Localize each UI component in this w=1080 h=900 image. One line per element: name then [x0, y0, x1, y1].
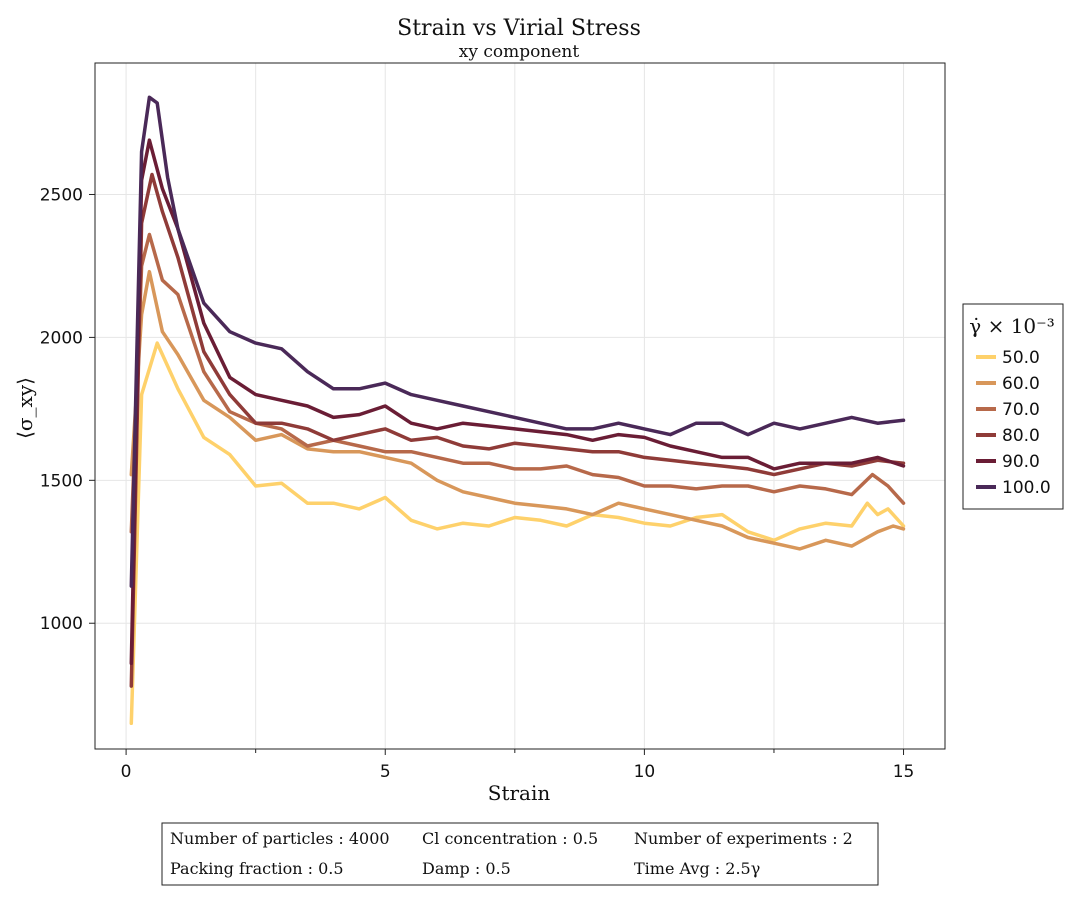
info-box-frame [161, 822, 879, 886]
series-line-60-0 [129, 269, 906, 551]
series-line-50-0 [129, 341, 906, 726]
legend: γ̇ × 10⁻³ 50.0 60.0 70.0 80.0 90.0 100.0 [962, 303, 1064, 510]
y-tick-label: 2500 [40, 185, 83, 205]
info-damp: Damp : 0.5 [422, 859, 511, 878]
axis-ticks: 0 5 10 15 1000 1500 2000 2500 [40, 185, 915, 782]
plot-border [94, 62, 946, 750]
y-tick-label: 1500 [40, 471, 83, 491]
legend-label: 70.0 [1002, 400, 1040, 420]
legend-label: 90.0 [1002, 452, 1040, 472]
info-cl-concentration: Cl concentration : 0.5 [422, 829, 598, 848]
legend-label: 60.0 [1002, 374, 1040, 394]
legend-label: 80.0 [1002, 426, 1040, 446]
x-tick-label: 0 [121, 762, 132, 782]
info-particles: Number of particles : 4000 [170, 829, 390, 848]
y-tick-label: 2000 [40, 328, 83, 348]
y-tick-label: 1000 [40, 614, 83, 634]
legend-label: 50.0 [1002, 348, 1040, 368]
legend-items: 50.0 60.0 70.0 80.0 90.0 100.0 [976, 348, 1051, 498]
series-layer [129, 95, 906, 726]
y-axis-label: ⟨σ_xy⟩ [13, 377, 37, 439]
info-time-avg: Time Avg : 2.5γ [634, 859, 760, 878]
info-packing-fraction: Packing fraction : 0.5 [170, 859, 344, 878]
series-line-90-0 [129, 138, 906, 666]
legend-title: γ̇ × 10⁻³ [969, 314, 1054, 338]
chart-subtitle: xy component [459, 42, 580, 62]
x-tick-label: 10 [634, 762, 656, 782]
plot-area: 0 5 10 15 1000 1500 2000 2500 [40, 62, 946, 782]
info-experiments: Number of experiments : 2 [634, 829, 853, 848]
legend-box [962, 303, 1064, 510]
series-line-100-0 [129, 95, 906, 588]
info-box: Number of particles : 4000 Cl concentrat… [161, 822, 879, 886]
x-axis-label: Strain [488, 781, 551, 805]
series-line-80-0 [129, 172, 906, 688]
x-tick-label: 15 [893, 762, 915, 782]
series-line-70-0 [129, 232, 906, 534]
x-tick-label: 5 [380, 762, 391, 782]
grid [95, 63, 945, 749]
legend-label: 100.0 [1002, 478, 1051, 498]
chart-title: Strain vs Virial Stress [397, 16, 641, 41]
plot-frame [95, 63, 945, 749]
